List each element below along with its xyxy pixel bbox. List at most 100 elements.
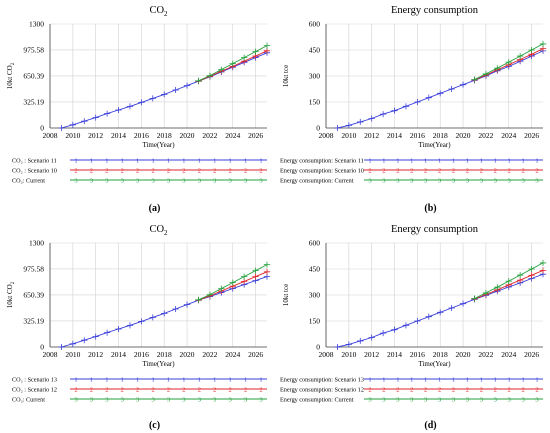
x-tick-label: 2026 [524,350,539,359]
legend-marker: 2 [452,387,455,394]
y-tick-label: 300 [309,291,321,300]
data-point [58,344,65,350]
data-point [391,107,398,114]
legend-marker: 3 [74,397,77,404]
y-tick-label: 600 [309,239,321,248]
legend-marker: 1 [90,158,93,165]
y-tick-label: 325.19 [23,316,44,325]
legend-marker: 2 [452,168,455,175]
data-point [69,340,77,347]
legend-marker: 2 [121,168,124,175]
legend-marker: 2 [466,168,469,175]
legend-marker: 2 [74,387,77,394]
data-point [357,337,364,344]
x-tick-label: 2018 [433,350,448,359]
legend-marker: 3 [424,397,427,404]
legend-marker: 3 [410,178,413,185]
data-point [391,326,398,333]
x-tick-label: 2020 [180,131,195,140]
legend-marker: 2 [105,387,108,394]
legend-marker: 1 [535,377,538,384]
data-point [516,53,524,60]
data-point [263,268,271,275]
legend-marker: 2 [438,168,441,175]
legend-marker: 1 [167,377,170,384]
legend-marker: 2 [151,168,154,175]
legend-marker: 2 [151,387,154,394]
data-point [402,103,410,110]
x-tick-label: 2020 [456,350,471,359]
data-point [368,115,375,122]
data-point [437,309,444,316]
y-axis-label: 10kt CO2 [6,281,16,308]
legend-marker: 3 [167,397,170,404]
legend-marker: 3 [452,397,455,404]
x-tick-label: 2012 [364,350,379,359]
legend-label: CO₂ : Scenario 12 [12,387,57,394]
legend-marker: 2 [438,387,441,394]
legend-marker: 1 [396,158,399,165]
data-point [379,111,387,118]
legend-marker: 3 [105,178,108,185]
panel-label: (b) [424,203,436,214]
legend-marker: 3 [198,397,201,404]
data-point [402,322,410,329]
legend-marker: 3 [368,397,371,404]
data-point [334,344,341,350]
legend-marker: 3 [121,397,124,404]
x-tick-label: 2016 [134,350,149,359]
legend-marker: 3 [368,178,371,185]
x-tick-label: 2010 [341,350,356,359]
legend-marker: 1 [121,377,124,384]
legend-marker: 2 [368,168,371,175]
legend-marker: 2 [121,387,124,394]
legend-marker: 2 [213,387,216,394]
data-point [471,295,478,302]
data-point [528,266,535,272]
data-point [263,47,271,54]
data-point [437,90,444,97]
legend-label: Energy consumption: Scenario 10 [280,168,364,175]
data-point [103,329,111,336]
legend-marker: 2 [198,168,201,175]
x-axis-label: Time(Year) [418,360,451,368]
x-tick-label: 2016 [410,131,425,140]
y-tick-label: 150 [309,317,321,326]
x-tick-label: 2016 [410,350,425,359]
legend-marker: 3 [136,178,139,185]
x-tick-label: 2012 [88,350,103,359]
x-tick-label: 2022 [202,350,217,359]
data-point [126,322,134,329]
legend-marker: 2 [382,387,385,394]
legend-marker: 2 [535,168,538,175]
data-point [92,114,99,121]
data-point [81,337,88,344]
legend-marker: 3 [480,178,483,185]
data-point [263,261,271,268]
legend-marker: 1 [213,377,216,384]
data-point [138,318,145,325]
legend-marker: 3 [424,178,427,185]
y-axis-label: 10kt CO2 [6,62,16,89]
y-tick-label: 325.19 [23,97,44,106]
legend-marker: 3 [259,397,262,404]
legend-marker: 3 [494,397,497,404]
data-point [69,121,77,128]
legend-marker: 3 [259,178,262,185]
legend-marker: 3 [535,397,538,404]
data-point [505,59,512,66]
chart-title: Energy consumption [391,224,479,235]
legend-marker: 2 [521,387,524,394]
legend-marker: 1 [438,377,441,384]
legend-marker: 2 [535,387,538,394]
legend-marker: 1 [244,158,247,165]
legend-marker: 1 [229,377,232,384]
legend-marker: 2 [424,168,427,175]
legend-marker: 3 [410,397,413,404]
data-point [149,314,156,321]
data-point [459,300,467,307]
legend-marker: 3 [229,178,232,185]
legend-marker: 2 [74,168,77,175]
x-tick-label: 2018 [157,350,172,359]
legend-marker: 2 [508,387,511,394]
